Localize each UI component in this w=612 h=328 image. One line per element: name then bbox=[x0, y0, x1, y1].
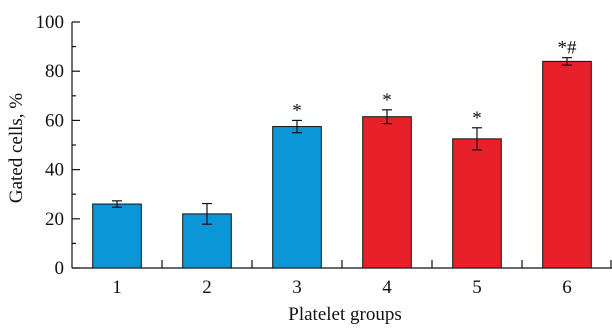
bar-3 bbox=[272, 126, 322, 269]
x-axis-title: Platelet groups bbox=[288, 304, 401, 325]
significance-mark-6: *# bbox=[558, 38, 578, 59]
significance-mark-3: * bbox=[292, 100, 302, 121]
y-axis: 0 20 40 60 80 100 bbox=[36, 12, 80, 279]
y-tick-label: 100 bbox=[36, 12, 65, 33]
bars bbox=[92, 60, 592, 269]
x-tick-label: 3 bbox=[292, 277, 302, 298]
x-tick-label: 6 bbox=[562, 277, 572, 298]
error-bars bbox=[112, 57, 572, 225]
x-tick-label: 4 bbox=[382, 277, 392, 298]
bar-5 bbox=[452, 138, 502, 269]
x-tick-label: 2 bbox=[202, 277, 212, 298]
bar-6 bbox=[542, 60, 592, 269]
x-axis: 1 2 3 4 5 6 bbox=[72, 260, 612, 298]
y-tick-label: 60 bbox=[45, 110, 64, 131]
significance-mark-5: * bbox=[472, 108, 482, 129]
bar-1 bbox=[92, 203, 142, 269]
significance-annotations: * * * *# bbox=[292, 38, 577, 129]
y-tick-label: 0 bbox=[55, 258, 65, 279]
x-tick-label: 5 bbox=[472, 277, 482, 298]
significance-mark-4: * bbox=[382, 90, 392, 111]
y-axis-title: Gated cells, % bbox=[6, 93, 27, 203]
y-tick-label: 80 bbox=[45, 61, 64, 82]
y-tick-label: 40 bbox=[45, 160, 64, 181]
bar-4 bbox=[362, 116, 412, 269]
x-tick-label: 1 bbox=[112, 277, 122, 298]
y-tick-label: 20 bbox=[45, 209, 64, 230]
